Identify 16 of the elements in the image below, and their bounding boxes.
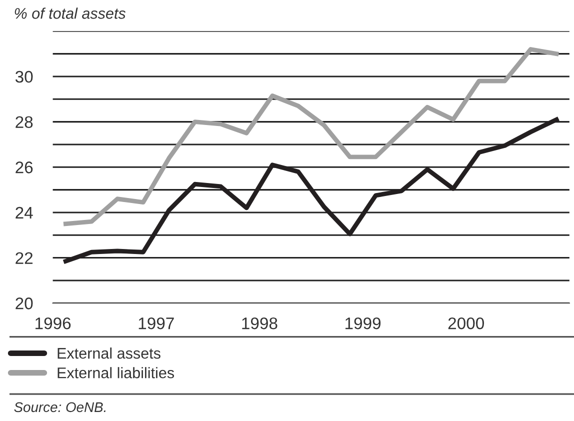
y-tick-label: 28 xyxy=(16,116,33,128)
y-tick-label: 30 xyxy=(15,70,33,83)
x-tick-label: 1999 xyxy=(346,317,381,330)
line-series xyxy=(64,47,559,226)
source-note: Source: OeNB. xyxy=(14,402,106,412)
y-tick-label: 20 xyxy=(16,298,33,310)
legend-label: External liabilities xyxy=(58,367,174,378)
x-tick-label: 2000 xyxy=(448,317,484,330)
y-tick-label: 26 xyxy=(16,162,33,174)
x-tick-label: 1997 xyxy=(138,317,174,330)
y-tick-label: 22 xyxy=(16,252,33,264)
y-tick-label: 24 xyxy=(16,206,33,219)
x-tick-label: 1996 xyxy=(36,317,71,330)
x-tick-label: 1998 xyxy=(242,317,278,330)
legend-label: External assets xyxy=(58,347,160,359)
y-axis-title: % of total assets xyxy=(14,8,126,19)
